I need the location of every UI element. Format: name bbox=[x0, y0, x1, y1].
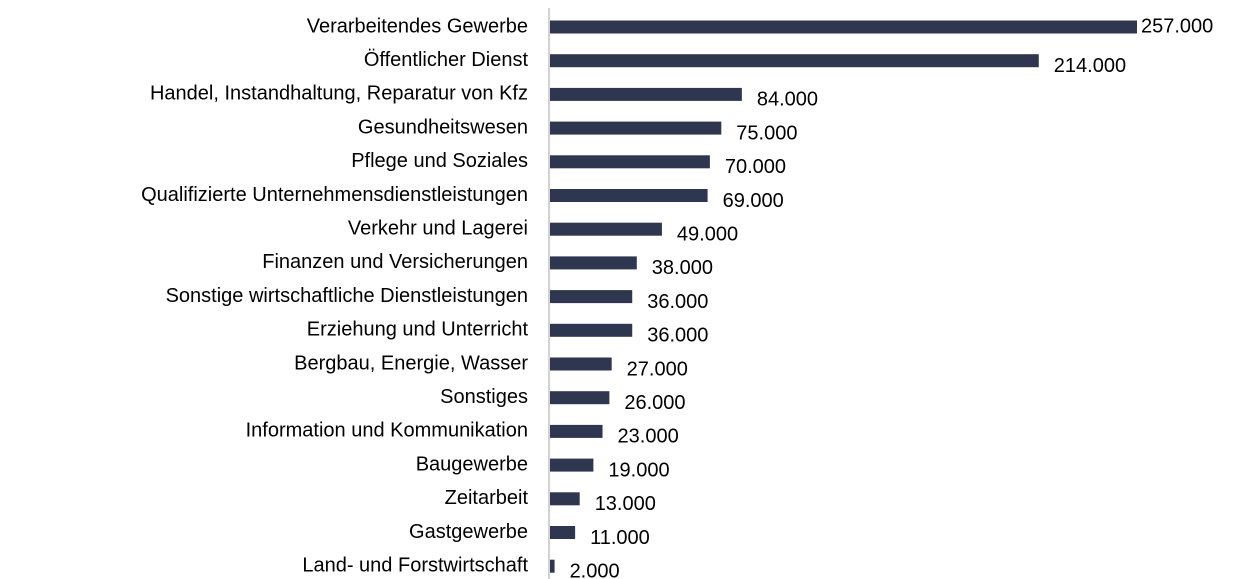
data-label: 84.000 bbox=[757, 89, 818, 111]
y-tick-label: Baugewerbe bbox=[416, 453, 528, 475]
y-tick-label: Handel, Instandhaltung, Reparatur von Kf… bbox=[150, 83, 528, 105]
y-tick-label: Information und Kommunikation bbox=[246, 420, 528, 442]
bar bbox=[550, 290, 633, 304]
y-tick-label: Sonstiges bbox=[440, 386, 528, 408]
data-label: 36.000 bbox=[647, 325, 708, 347]
data-label: 26.000 bbox=[624, 392, 685, 414]
y-tick-label: Verarbeitendes Gewerbe bbox=[307, 15, 528, 37]
data-label: 11.000 bbox=[590, 527, 650, 549]
bar bbox=[550, 424, 603, 438]
y-tick-label: Qualifizierte Unternehmensdienstleistung… bbox=[141, 184, 528, 206]
data-label: 38.000 bbox=[652, 257, 713, 279]
bar bbox=[550, 526, 576, 539]
bar bbox=[550, 492, 580, 506]
y-tick-label: Sonstige wirtschaftliche Dienstleistunge… bbox=[166, 285, 528, 307]
y-tick-label: Erziehung und Unterricht bbox=[307, 319, 529, 341]
data-label: 257.000 bbox=[1141, 15, 1213, 37]
bar bbox=[550, 222, 662, 236]
data-label: 70.000 bbox=[725, 156, 786, 178]
y-tick-label: Gastgewerbe bbox=[409, 521, 528, 543]
bar bbox=[550, 87, 742, 101]
y-tick-label: Verkehr und Lagerei bbox=[348, 217, 528, 239]
data-label: 13.000 bbox=[595, 493, 656, 515]
y-tick-label: Pflege und Soziales bbox=[351, 150, 528, 172]
data-label: 19.000 bbox=[608, 459, 669, 481]
y-tick-label: Finanzen und Versicherungen bbox=[262, 251, 528, 273]
bar bbox=[550, 391, 610, 405]
y-tick-label: Bergbau, Energie, Wasser bbox=[294, 352, 528, 374]
bar bbox=[550, 458, 594, 472]
bar bbox=[550, 323, 633, 337]
data-label: 36.000 bbox=[647, 291, 708, 313]
y-tick-label: Zeitarbeit bbox=[445, 487, 529, 509]
bar bbox=[550, 189, 708, 202]
data-label: 23.000 bbox=[618, 426, 679, 448]
bar bbox=[550, 559, 555, 573]
data-label: 27.000 bbox=[627, 358, 688, 380]
bar bbox=[550, 155, 710, 169]
bar bbox=[550, 256, 637, 270]
y-tick-label: Land- und Forstwirtschaft bbox=[302, 554, 528, 576]
data-label: 214.000 bbox=[1054, 55, 1126, 77]
bar bbox=[550, 121, 722, 135]
y-tick-label: Gesundheitswesen bbox=[358, 116, 528, 138]
data-label: 49.000 bbox=[677, 223, 738, 245]
bar bbox=[550, 357, 612, 371]
bar bbox=[550, 20, 1137, 34]
data-label: 75.000 bbox=[736, 122, 797, 144]
data-label: 2.000 bbox=[570, 560, 620, 579]
y-tick-label: Öffentlicher Dienst bbox=[364, 49, 529, 71]
data-label: 69.000 bbox=[723, 190, 784, 212]
bar bbox=[550, 54, 1039, 68]
